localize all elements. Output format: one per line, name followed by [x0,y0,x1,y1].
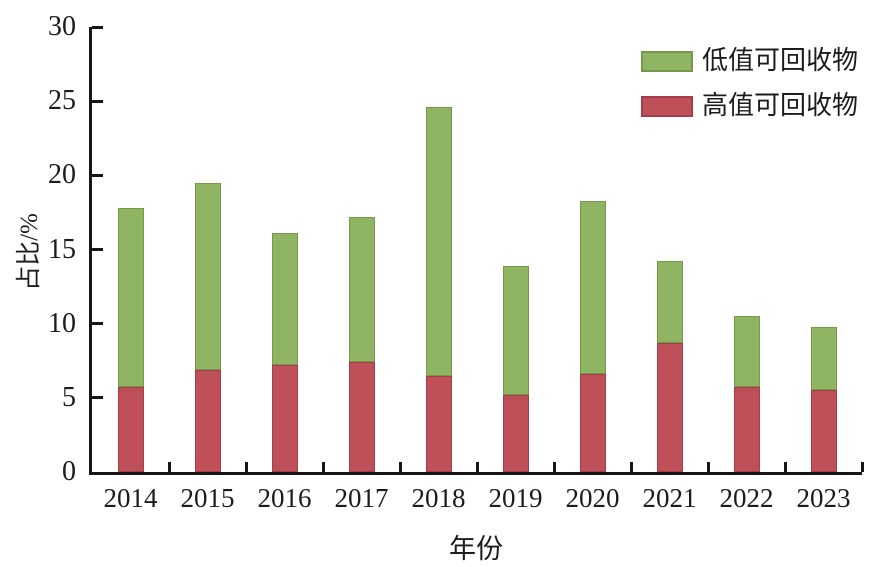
stacked-bar-2023 [810,27,837,472]
bar-segment [271,365,298,472]
x-category-label: 2021 [642,483,697,513]
x-tick [321,462,325,472]
stacked-bar-2018 [425,27,452,472]
y-tick [92,322,103,326]
stacked-bar-2017 [348,27,375,472]
y-tick [92,173,103,177]
x-tick [244,462,248,472]
x-category-label: 2023 [796,483,851,513]
bar-segment [579,374,606,472]
x-axis-title: 年份 [449,534,503,564]
y-tick [92,396,103,400]
bar-segment [733,387,760,472]
x-category-label: 2015 [180,483,235,513]
x-category-label: 2017 [334,483,389,513]
y-tick-label: 20 [48,159,76,191]
stacked-bar-2022 [733,27,760,472]
bar-segment [810,326,837,391]
bar-segment [348,362,375,472]
x-tick [629,462,633,472]
x-category-label: 2020 [565,483,620,513]
legend-item: 高值可回收物 [640,91,858,120]
bar-segment [425,107,452,376]
legend-label: 低值可回收物 [701,46,858,75]
x-tick [398,462,402,472]
y-tick-label: 10 [48,307,76,339]
legend-swatch [640,50,693,72]
y-tick-label: 15 [48,233,76,265]
plot-area: 低值可回收物 高值可回收物 [89,25,864,475]
x-tick [860,462,864,472]
bar-segment [502,394,529,472]
bar-segment [502,265,529,395]
x-tick [706,462,710,472]
y-tick-label: 0 [62,456,76,487]
bar-segment [117,387,144,472]
stacked-bar-2014 [117,27,144,472]
bar-segment [348,216,375,363]
stacked-bar-2020 [579,27,606,472]
legend: 低值可回收物 高值可回收物 [640,46,858,137]
y-tick [92,25,103,29]
x-category-label: 2016 [257,483,312,513]
bar-segment [810,390,837,472]
bar-segment [194,369,221,472]
y-tick [92,248,103,251]
stacked-bar-2021 [656,27,683,472]
x-tick [475,462,479,472]
bar-segment [579,200,606,375]
bar-segment [656,342,683,472]
x-category-label: 2019 [488,483,543,513]
y-tick-label: 25 [48,85,76,117]
stacked-bar-2015 [194,27,221,472]
x-category-label: 2018 [411,483,466,513]
bar-segment [733,316,760,388]
bar-segment [194,182,221,370]
stacked-bar-2019 [502,27,529,472]
stacked-bar-2016 [271,27,298,472]
bar-segment [117,207,144,388]
bar-segment [271,233,298,366]
x-category-label: 2022 [719,483,774,513]
legend-label: 高值可回收物 [701,91,858,120]
x-category-label: 2014 [103,483,158,513]
y-tick [92,99,103,103]
x-tick [552,462,556,472]
y-tick-label: 5 [62,381,76,413]
x-tick [783,462,787,472]
bar-segment [656,261,683,343]
legend-swatch [640,95,693,117]
legend-item: 低值可回收物 [640,46,858,75]
y-tick-label: 30 [48,11,76,42]
bar-segment [425,375,452,472]
x-tick [167,462,171,472]
